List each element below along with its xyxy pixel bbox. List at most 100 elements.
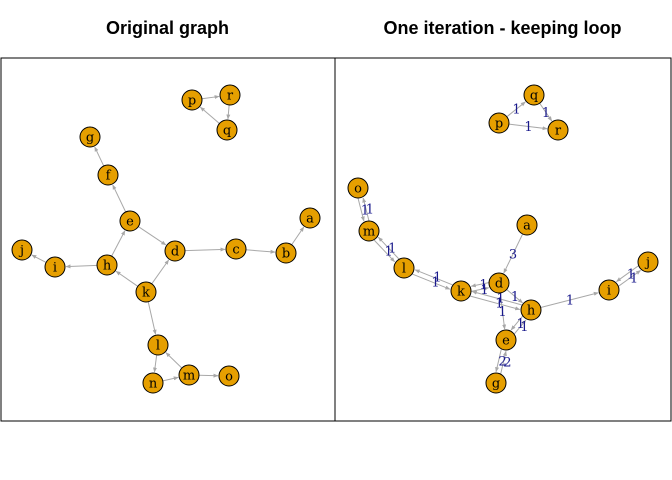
original-node-e: e [119, 210, 141, 232]
iteration-edge-d-k [470, 282, 489, 288]
iteration-edge-m-o [362, 197, 370, 221]
iteration-edge-label-d-k: 1 [479, 278, 487, 293]
original-node-label-n: n [149, 377, 158, 392]
original-edge-e-f [112, 184, 127, 213]
iteration-edge-label-h-i: 1 [566, 294, 574, 309]
iteration-edge-label-d-e: 1 [498, 305, 506, 320]
iteration-edge-label-h-k: 1 [497, 292, 505, 307]
original-node-q: q [216, 119, 238, 141]
iteration-edge-m-l [373, 239, 395, 263]
iteration-edge-k-l [414, 269, 453, 286]
iteration-edge-d-e [499, 292, 507, 330]
iteration-node-label-g: g [492, 377, 500, 392]
left-panel-title: Original graph [105, 18, 229, 38]
right-panel-frame [334, 57, 672, 422]
iteration-edge-label-e-g: 2 [498, 354, 506, 369]
iteration-node-label-a: a [523, 219, 531, 234]
original-edge-h-i [65, 264, 98, 269]
iteration-node-label-h: h [527, 304, 536, 319]
iteration-node-label-o: o [354, 182, 362, 197]
original-node-j: j [11, 239, 33, 261]
iteration-node-label-l: l [402, 262, 406, 277]
original-node-b: b [275, 242, 297, 264]
iteration-edge-o-m [357, 198, 365, 222]
iteration-edge-e-g [495, 349, 502, 373]
original-graph-edges [31, 95, 305, 382]
original-edge-c-b [245, 249, 276, 254]
iteration-node-label-r: r [555, 124, 562, 139]
original-node-label-m: m [183, 369, 195, 384]
original-node-a: a [299, 207, 321, 229]
iteration-node-p: p [488, 112, 510, 134]
original-edge-i-j [31, 254, 47, 263]
original-node-p: p [181, 89, 203, 111]
original-node-label-e: e [126, 215, 134, 230]
original-edge-p-r [201, 95, 220, 100]
original-node-label-f: f [106, 169, 112, 184]
iteration-node-label-p: p [495, 117, 503, 132]
iteration-edge-label-o-m: 1 [361, 204, 369, 219]
original-edge-r-q [226, 104, 231, 120]
iteration-edge-label-j-i: 1 [627, 267, 635, 282]
original-node-k: k [135, 281, 157, 303]
original-node-l: l [147, 334, 169, 356]
iteration-node-d: d [488, 272, 510, 294]
original-edge-f-g [94, 146, 105, 167]
original-edge-k-l [147, 301, 157, 335]
original-edge-q-p [199, 106, 220, 124]
iteration-node-a: a [516, 214, 538, 236]
iteration-edge-label-i-j: 1 [630, 272, 638, 287]
original-node-label-a: a [306, 212, 314, 227]
iteration-node-label-j: j [644, 256, 650, 271]
iteration-node-h: h [520, 299, 542, 321]
original-node-f: f [97, 164, 119, 186]
original-edge-k-d [151, 259, 170, 285]
original-node-label-i: i [53, 261, 57, 276]
iteration-node-e: e [495, 329, 517, 351]
original-edge-h-e [111, 230, 126, 257]
iteration-node-j: j [637, 251, 659, 273]
iteration-node-label-e: e [502, 334, 510, 349]
original-node-n: n [142, 372, 164, 394]
iteration-edge-d-h [506, 289, 523, 304]
iteration-node-label-i: i [607, 284, 611, 299]
iteration-edge-k-h [469, 295, 521, 311]
iteration-node-i: i [598, 279, 620, 301]
original-node-m: m [178, 364, 200, 386]
original-graph-nodes: a b c d e f g h i j k l m n o p q r [11, 84, 321, 394]
iteration-edge-p-q [506, 101, 526, 118]
original-node-d: d [164, 240, 186, 262]
iteration-node-q: q [523, 84, 545, 106]
iteration-edge-p-r [508, 123, 548, 131]
original-edge-m-l [165, 352, 183, 369]
iteration-edge-label-k-l: 1 [433, 271, 441, 286]
iteration-edge-h-e [510, 315, 524, 331]
original-node-label-g: g [86, 131, 94, 146]
iteration-edge-e-h [513, 319, 527, 335]
iteration-edge-label-h-e: 1 [516, 317, 524, 332]
iteration-node-l: l [393, 257, 415, 279]
original-node-label-d: d [171, 245, 179, 260]
left-panel-frame [0, 57, 336, 422]
iteration-edge-q-r [539, 102, 553, 122]
iteration-node-k: k [450, 280, 472, 302]
original-edge-n-m [162, 376, 179, 382]
original-edge-e-d [138, 226, 167, 246]
iteration-node-label-k: k [457, 285, 465, 300]
iteration-edge-label-a-d: 3 [509, 248, 517, 263]
iteration-edge-label-p-r: 1 [524, 120, 532, 135]
original-node-label-k: k [142, 286, 150, 301]
original-node-label-l: l [156, 339, 160, 354]
original-node-label-q: q [223, 124, 231, 139]
iteration-edge-label-d-h: 1 [511, 290, 519, 305]
iteration-edge-label-m-l: 1 [385, 245, 393, 260]
iteration-edge-label-q-r: 1 [542, 106, 550, 121]
original-node-label-o: o [225, 370, 233, 385]
iteration-edge-a-d [503, 233, 524, 274]
original-edge-l-n [153, 354, 158, 373]
original-node-label-c: c [232, 243, 239, 258]
original-edge-b-a [291, 226, 305, 246]
iteration-edge-l-m [378, 236, 400, 260]
original-node-label-b: b [282, 247, 290, 262]
